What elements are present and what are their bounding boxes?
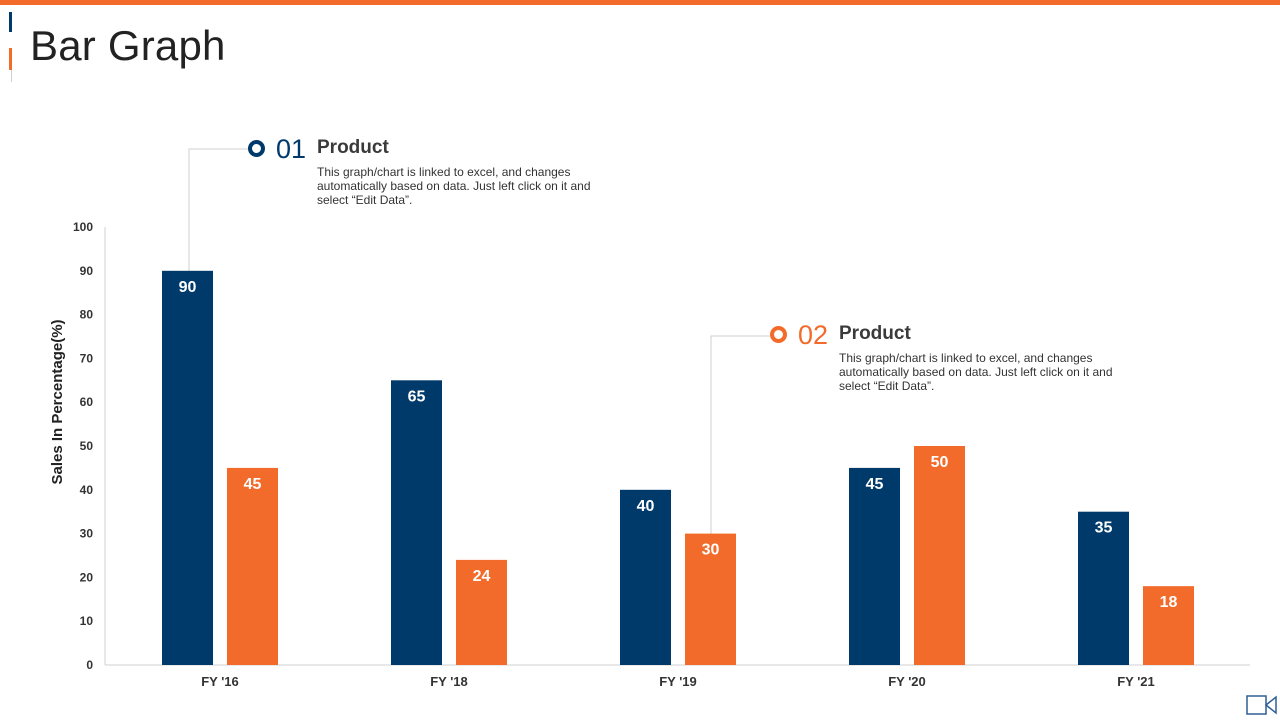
- y-tick-label: 60: [80, 395, 94, 409]
- callout-connector-line: [188, 148, 250, 272]
- bar: [914, 446, 965, 665]
- bar-value-label: 18: [1160, 594, 1178, 611]
- callout-number: 01: [276, 134, 307, 164]
- callout-product-01: 01 Product This graph/chart is linked to…: [248, 134, 608, 214]
- title-accent-navy: [9, 12, 12, 32]
- bar-value-label: 50: [931, 454, 949, 471]
- y-tick-label: 70: [80, 351, 94, 365]
- bar-value-label: 90: [179, 279, 197, 296]
- page-title: Bar Graph: [30, 22, 226, 69]
- y-tick-label: 30: [80, 527, 94, 541]
- bar-value-label: 45: [244, 476, 262, 493]
- bar: [391, 380, 442, 665]
- top-accent-bar: [0, 0, 1280, 5]
- x-tick-label: FY '18: [430, 674, 468, 689]
- bar: [1143, 586, 1194, 665]
- y-tick-label: 80: [80, 308, 94, 322]
- y-axis-label: Sales In Percentage(%): [49, 319, 66, 484]
- bar: [620, 489, 671, 665]
- callout-marker-icon: [248, 140, 265, 157]
- bar-value-label: 65: [408, 388, 426, 405]
- y-tick-label: 40: [80, 483, 94, 497]
- callout-marker-icon: [770, 326, 787, 343]
- callout-heading: Product: [839, 323, 911, 344]
- callout-number: 02: [798, 320, 829, 350]
- y-tick-label: 10: [80, 614, 94, 628]
- bar-value-label: 24: [473, 568, 491, 585]
- y-tick-label: 90: [80, 264, 94, 278]
- bar: [1078, 511, 1129, 665]
- bar: [456, 559, 507, 665]
- y-tick-label: 20: [80, 570, 94, 584]
- video-camera-icon[interactable]: [1246, 694, 1277, 716]
- bar-value-label: 40: [637, 498, 655, 515]
- bar-value-label: 35: [1095, 520, 1113, 537]
- y-tick-label: 100: [73, 220, 93, 234]
- callout-description: This graph/chart is linked to excel, and…: [317, 165, 591, 207]
- bar: [685, 533, 736, 665]
- bar: [227, 467, 278, 665]
- y-tick-label: 0: [86, 658, 93, 672]
- y-tick-label: 50: [80, 439, 94, 453]
- title-accent-orange: [9, 48, 12, 70]
- bar-value-label: 45: [866, 476, 884, 493]
- x-tick-label: FY '16: [201, 674, 239, 689]
- x-tick-label: FY '21: [1117, 674, 1155, 689]
- x-tick-label: FY '19: [659, 674, 697, 689]
- title-accent-gray: [11, 70, 12, 82]
- x-tick-label: FY '20: [888, 674, 926, 689]
- callout-description: This graph/chart is linked to excel, and…: [839, 351, 1113, 393]
- bar-value-label: 30: [702, 542, 720, 559]
- bar: [162, 270, 213, 665]
- callout-product-02: 02 Product This graph/chart is linked to…: [770, 320, 1130, 400]
- callout-heading: Product: [317, 137, 389, 158]
- callout-connector-line: [710, 335, 772, 535]
- bar: [849, 467, 900, 665]
